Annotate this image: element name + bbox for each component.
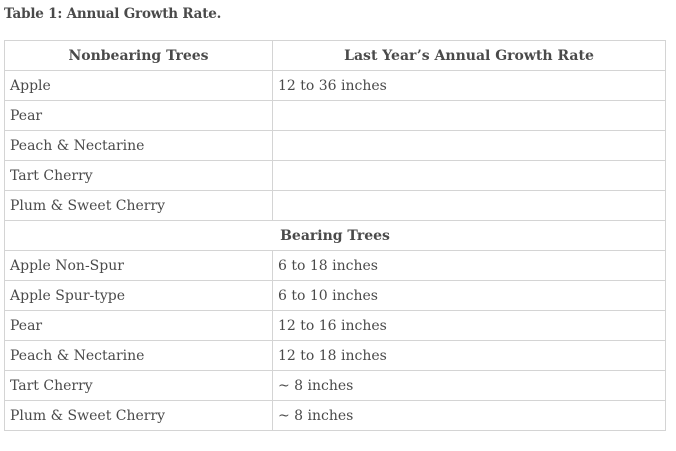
growth-rate-cell [272,160,666,191]
table-row: Tart Cherry [4,160,666,191]
tree-name-cell: Peach & Nectarine [4,130,273,161]
growth-rate-cell: 12 to 36 inches [272,70,666,101]
table-header-row: Nonbearing Trees Last Year’s Annual Grow… [4,40,666,71]
growth-rate-cell [272,190,666,221]
tree-name-cell: Pear [4,310,273,341]
growth-rate-cell: ~ 8 inches [272,370,666,401]
table-row: Tart Cherry ~ 8 inches [4,370,666,401]
tree-name-cell: Plum & Sweet Cherry [4,400,273,431]
section-label-bearing-trees: Bearing Trees [4,220,666,251]
tree-name-cell: Apple [4,70,273,101]
table-row: Apple Spur-type 6 to 10 inches [4,280,666,311]
growth-rate-cell [272,100,666,131]
header-nonbearing-trees: Nonbearing Trees [4,40,273,71]
growth-rate-cell: 12 to 16 inches [272,310,666,341]
tree-name-cell: Pear [4,100,273,131]
table-row: Plum & Sweet Cherry ~ 8 inches [4,400,666,431]
growth-rate-cell [272,130,666,161]
table-row: Plum & Sweet Cherry [4,190,666,221]
table-caption: Table 1: Annual Growth Rate. [4,6,222,22]
growth-rate-cell: 12 to 18 inches [272,340,666,371]
table-row: Pear 12 to 16 inches [4,310,666,341]
tree-name-cell: Tart Cherry [4,160,273,191]
growth-rate-cell: 6 to 10 inches [272,280,666,311]
tree-name-cell: Tart Cherry [4,370,273,401]
growth-rate-cell: ~ 8 inches [272,400,666,431]
table-row: Pear [4,100,666,131]
table-row: Peach & Nectarine 12 to 18 inches [4,340,666,371]
table-row: Apple Non-Spur 6 to 18 inches [4,250,666,281]
tree-name-cell: Apple Spur-type [4,280,273,311]
tree-name-cell: Plum & Sweet Cherry [4,190,273,221]
tree-name-cell: Apple Non-Spur [4,250,273,281]
growth-rate-cell: 6 to 18 inches [272,250,666,281]
header-annual-growth-rate: Last Year’s Annual Growth Rate [272,40,666,71]
table-row: Peach & Nectarine [4,130,666,161]
table-row: Apple 12 to 36 inches [4,70,666,101]
section-row: Bearing Trees [4,220,666,251]
growth-rate-table: Nonbearing Trees Last Year’s Annual Grow… [4,40,666,431]
tree-name-cell: Peach & Nectarine [4,340,273,371]
